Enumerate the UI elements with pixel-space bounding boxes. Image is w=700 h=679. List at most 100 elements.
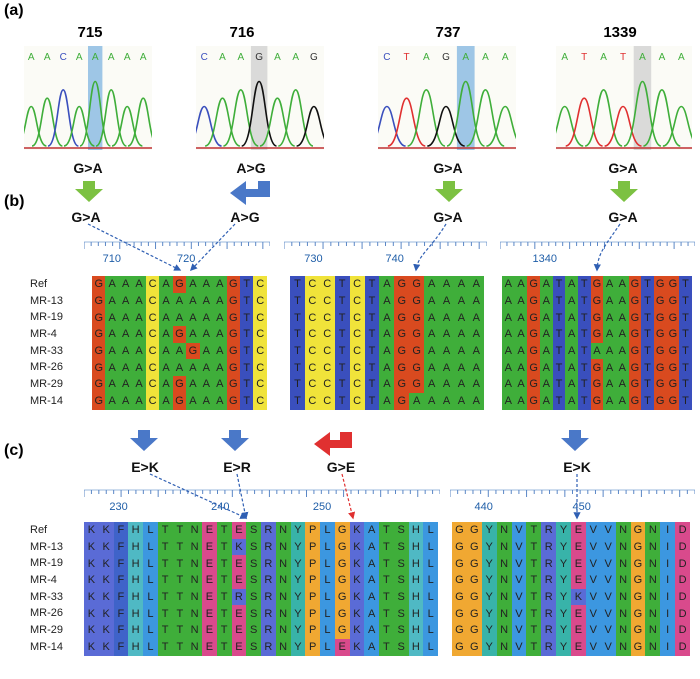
alignment-cell: G — [334, 605, 350, 623]
alignment-cell: A — [468, 376, 484, 393]
alignment-cell: E — [571, 522, 586, 539]
alignment-cell: D — [675, 638, 690, 656]
row-label-ref: Ref — [30, 278, 48, 290]
alignment-cell: G — [226, 326, 240, 343]
alignment-cell: T — [552, 359, 566, 377]
chromatogram-trace — [466, 88, 505, 147]
alignment-cell: T — [641, 326, 654, 343]
alignment-cell: T — [239, 392, 254, 410]
alignment-cell: T — [334, 292, 350, 310]
alignment-cell: A — [379, 392, 395, 410]
alignment-cell: A — [453, 359, 469, 377]
alignment-cell: E — [571, 605, 586, 623]
alignment-cell: C — [253, 309, 267, 327]
alignment-cell: T — [216, 605, 232, 623]
alignment-cell: E — [334, 638, 350, 656]
alignment-cell: R — [231, 588, 247, 606]
alignment-cell: V — [585, 605, 601, 623]
alignment-cell: K — [84, 522, 99, 539]
alignment-cell: T — [334, 376, 350, 393]
alignment-cell: G — [653, 342, 667, 360]
alignment-cell: A — [132, 292, 146, 310]
prow-label-mr13: MR-13 — [30, 540, 64, 553]
alignment-cell: G — [409, 326, 425, 343]
alignment-cell: G — [466, 538, 482, 556]
alignment-cell: A — [502, 292, 515, 310]
alignment-cell: L — [143, 572, 158, 589]
alignment-cell: A — [603, 376, 616, 393]
chromatogram-trace — [446, 80, 485, 147]
alignment-cell: R — [541, 572, 557, 589]
alignment-cell: I — [660, 572, 676, 589]
alignment-cell: L — [143, 622, 158, 639]
alignment-cell: L — [143, 538, 158, 556]
alignment-cell: A — [468, 342, 484, 360]
alignment-cell: G — [452, 622, 467, 639]
alignment-cell: G — [466, 622, 482, 639]
alignment-cell: G — [452, 588, 467, 606]
chromatogram-base: A — [423, 52, 430, 63]
alignment-cell: C — [304, 309, 320, 327]
alignment-cell: G — [409, 276, 425, 293]
alignment-cell: A — [539, 276, 553, 293]
alignment-cell: C — [253, 276, 267, 293]
alignment-cell: T — [379, 588, 394, 606]
alignment-cell: A — [132, 359, 146, 377]
dna-label-b-3: G>A — [433, 209, 463, 225]
chromatogram-trace — [584, 88, 623, 147]
alignment-cell: T — [641, 342, 654, 360]
alignment-cell: S — [246, 538, 261, 556]
alignment-cell: G — [628, 326, 642, 343]
panel-label-b: (b) — [4, 193, 25, 210]
alignment-cell: A — [364, 555, 379, 573]
alignment-cell: G — [92, 376, 106, 393]
alignment-cell: A — [118, 376, 133, 393]
alignment-cell: A — [539, 392, 553, 410]
red-bent-arrow-c3 — [314, 432, 352, 456]
dna-label-b-1: G>A — [71, 209, 101, 225]
alignment-cell: T — [641, 292, 654, 310]
alignment-cell: T — [552, 392, 566, 410]
alignment-cell: A — [105, 392, 119, 410]
chromatogram-trace — [565, 97, 603, 147]
alignment-cell: H — [408, 572, 424, 589]
dna-ruler-1: 710 720 — [84, 238, 270, 266]
alignment-cell: A — [615, 326, 629, 343]
alignment-cell: A — [603, 309, 616, 327]
alignment-cell: K — [84, 572, 99, 589]
alignment-cell: K — [98, 588, 114, 606]
alignment-cell: T — [334, 326, 350, 343]
alignment-cell: V — [585, 638, 601, 656]
alignment-cell: T — [552, 376, 566, 393]
alignment-cell: A — [424, 392, 440, 410]
alignment-cell: N — [496, 555, 512, 573]
alignment-cell: A — [453, 309, 469, 327]
alignment-cell: V — [511, 538, 527, 556]
alignment-cell: T — [577, 326, 591, 343]
alignment-cell: T — [157, 555, 173, 573]
alignment-cell: G — [334, 622, 350, 639]
alignment-cell: H — [128, 538, 143, 556]
alignment-cell: T — [334, 359, 350, 377]
chromatogram-base: A — [659, 52, 666, 63]
alignment-cell: K — [84, 622, 99, 639]
chromatogram-trace — [24, 105, 47, 147]
alignment-cell: G — [186, 342, 200, 360]
alignment-cell: L — [320, 638, 335, 656]
alignment-cell: A — [118, 309, 133, 327]
alignment-cell: G — [630, 555, 646, 573]
alignment-cell: R — [261, 622, 276, 639]
alignment-cell: K — [98, 622, 114, 639]
chromatogram-trace — [556, 105, 584, 147]
alignment-cell: L — [320, 605, 335, 623]
alignment-cell: A — [615, 342, 629, 360]
alignment-cell: F — [113, 605, 129, 623]
alignment-cell: T — [526, 522, 542, 539]
alignment-cell: A — [105, 276, 119, 293]
